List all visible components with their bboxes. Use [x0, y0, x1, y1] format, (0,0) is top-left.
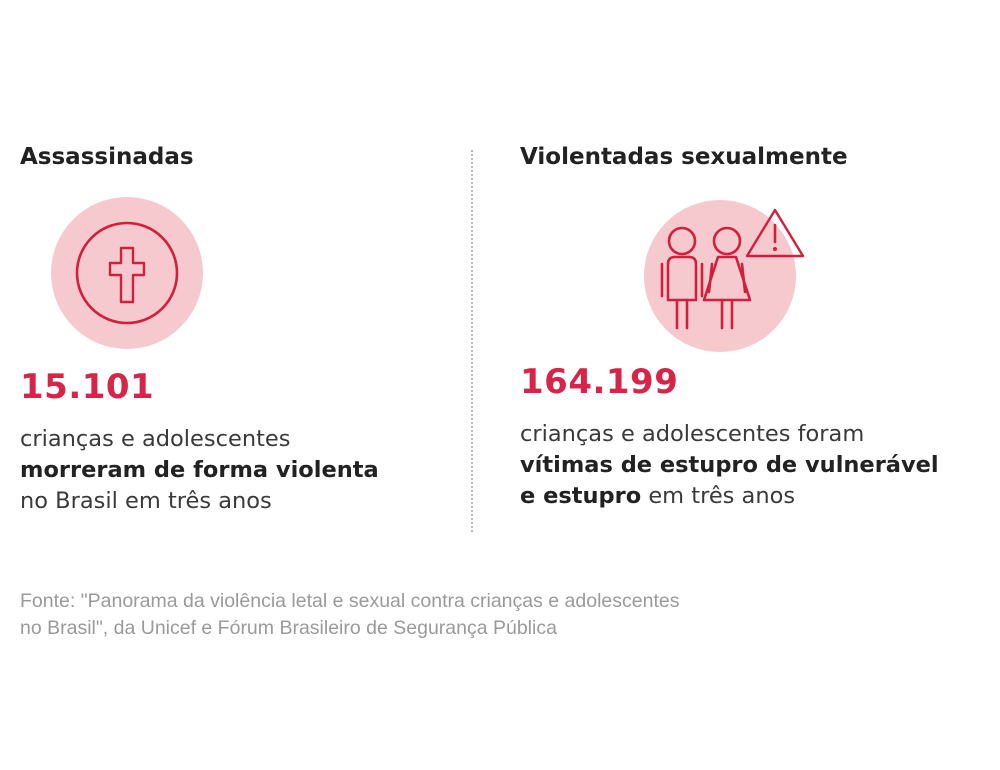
murdered-description: crianças e adolescentes morreram de form… — [20, 424, 379, 517]
assassinadas-heading: Assassinadas — [20, 144, 194, 170]
violence-line-3: e estupro em três anos — [520, 481, 939, 512]
source-line-2: no Brasil", da Unicef e Fórum Brasileiro… — [20, 617, 557, 639]
murdered-count: 15.101 — [20, 367, 155, 407]
children-warning-icon — [644, 200, 805, 352]
source-note: Fonte: "Panorama da violência letal e se… — [20, 588, 679, 642]
violence-line-3-strong: e estupro — [520, 483, 642, 509]
sexual-violence-description: crianças e adolescentes foram vítimas de… — [520, 419, 939, 512]
column-divider — [471, 150, 473, 532]
violence-line-3-rest: em três anos — [641, 483, 796, 509]
murdered-line-1: crianças e adolescentes — [20, 426, 291, 452]
violence-line-1: crianças e adolescentes foram — [520, 421, 865, 447]
cross-icon — [51, 197, 203, 349]
murdered-line-2: morreram de forma violenta — [20, 457, 379, 483]
sexual-violence-count: 164.199 — [520, 362, 679, 402]
violentadas-heading: Violentadas sexualmente — [520, 144, 848, 170]
violence-line-2: vítimas de estupro de vulnerável — [520, 452, 939, 478]
source-line-1: Fonte: "Panorama da violência letal e se… — [20, 590, 680, 612]
murdered-line-3: no Brasil em três anos — [20, 488, 272, 514]
